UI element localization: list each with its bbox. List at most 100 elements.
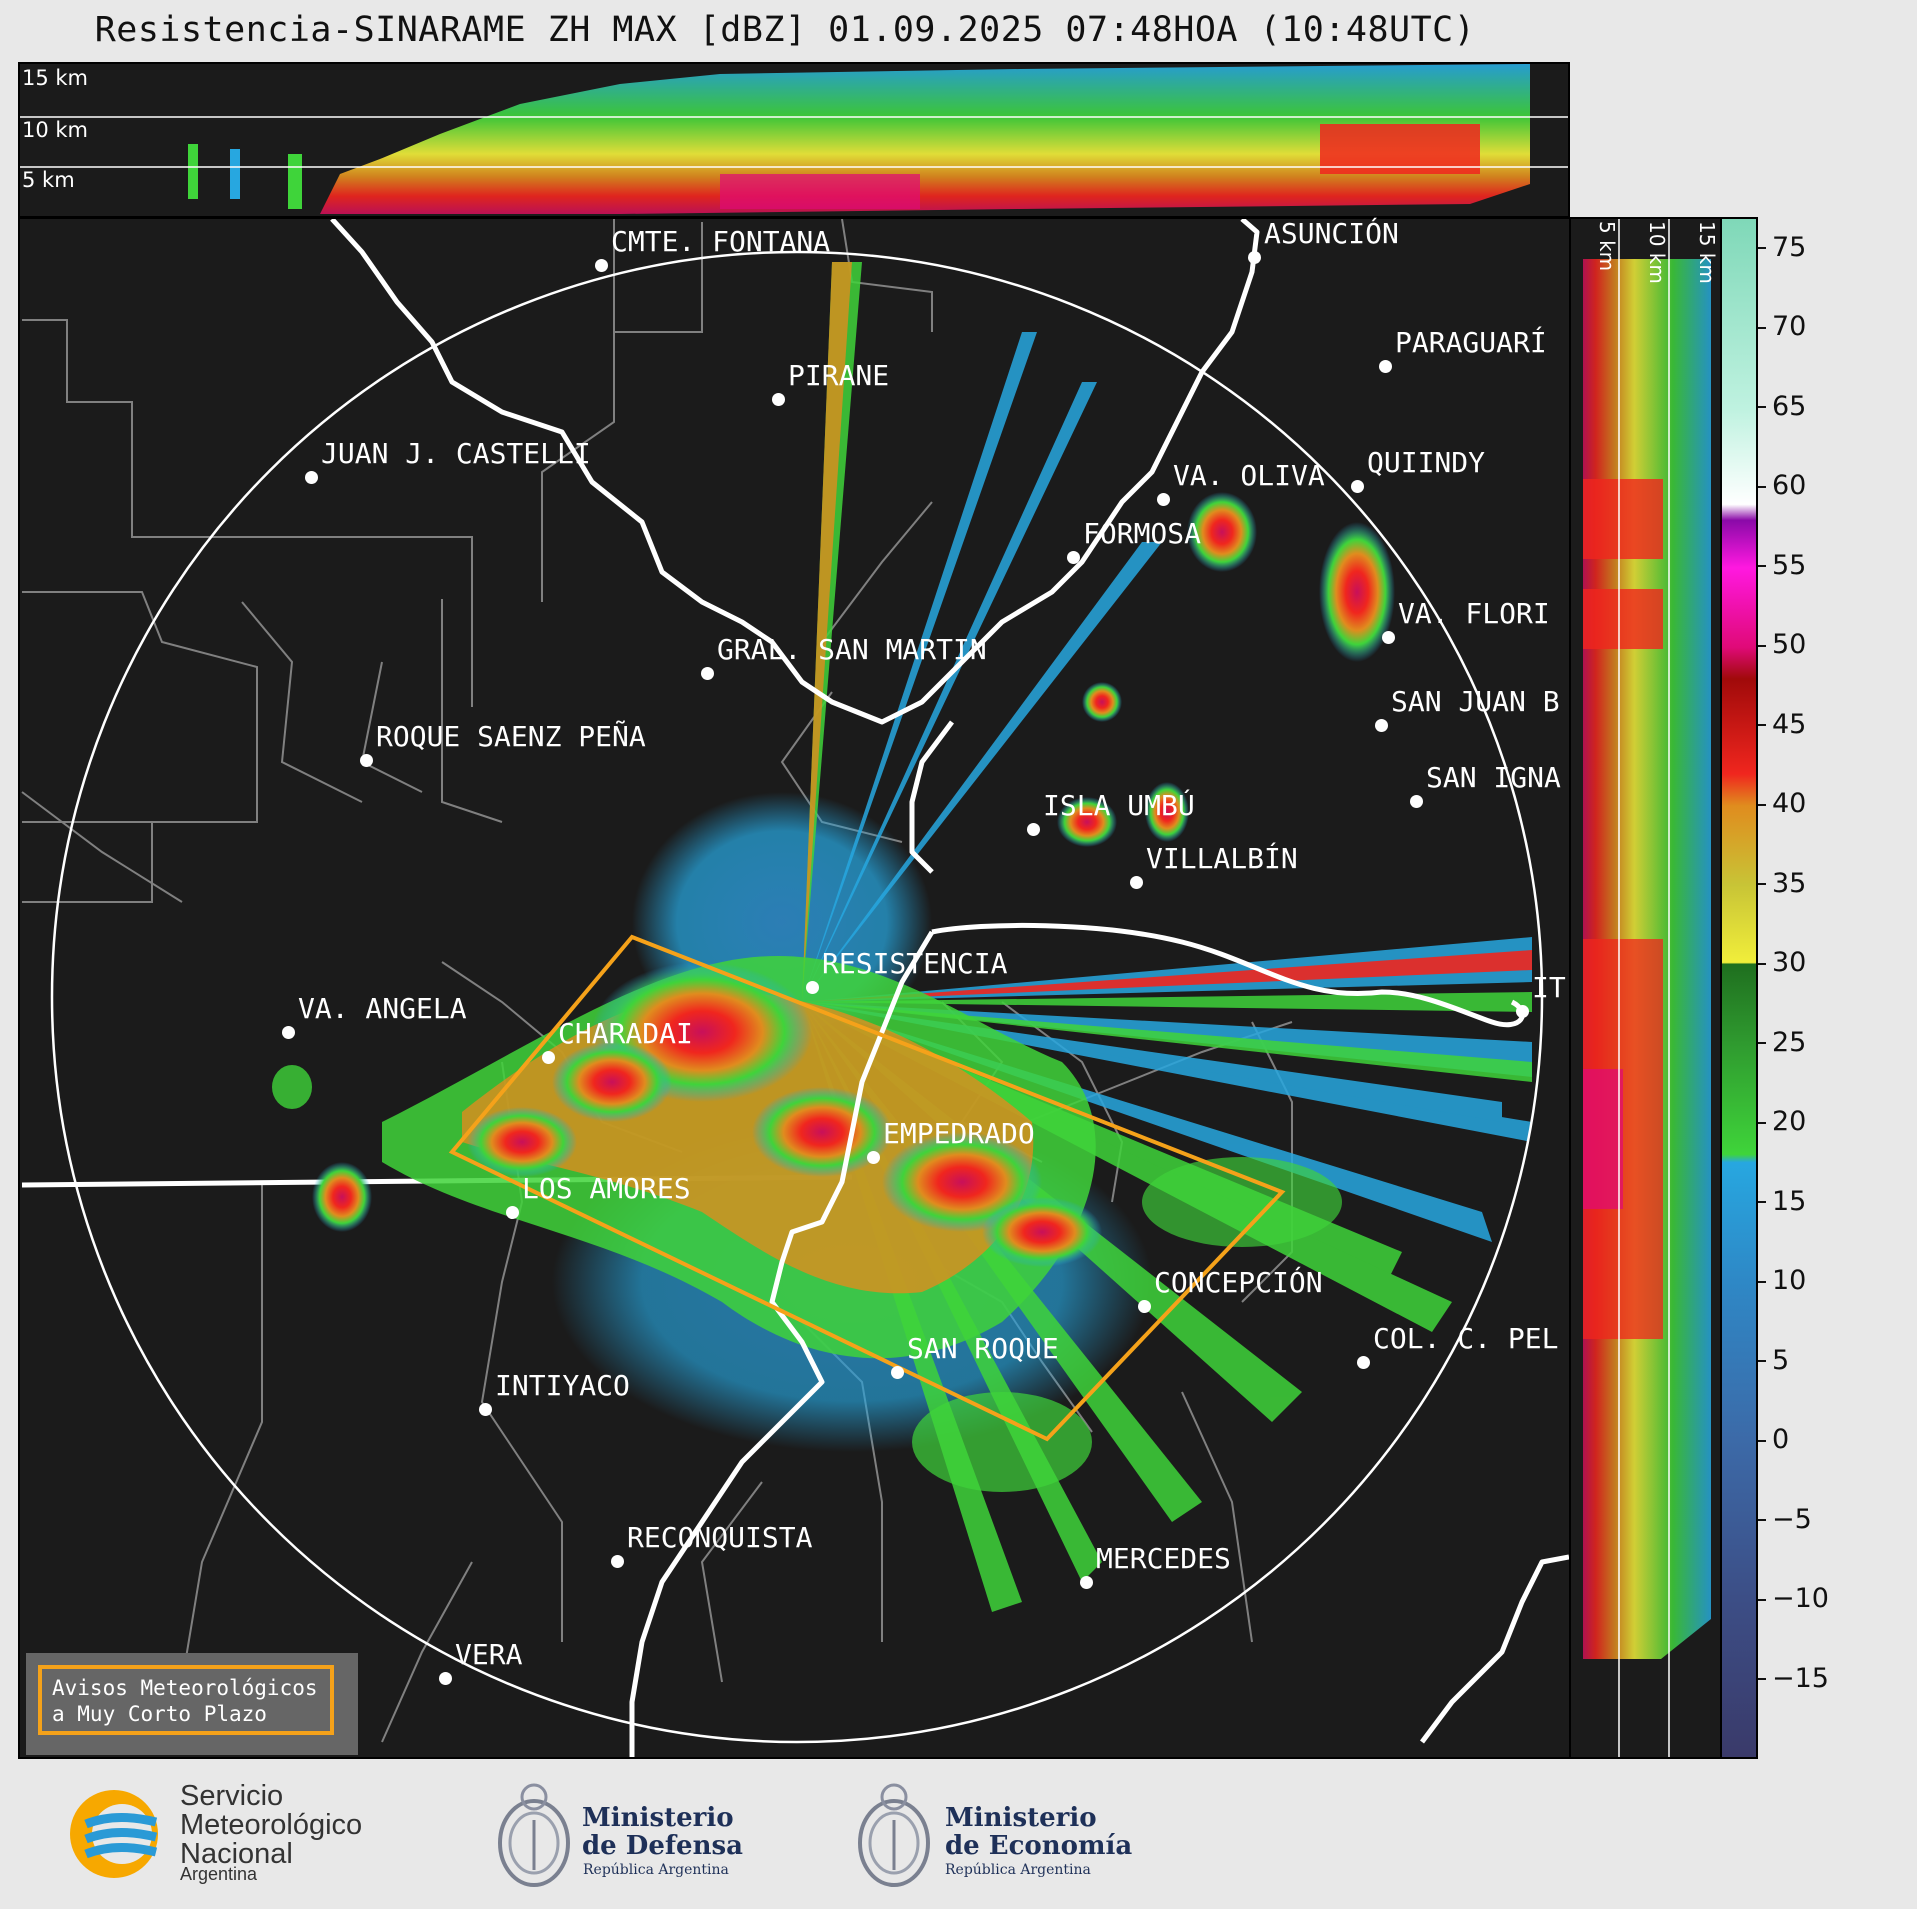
defensa-seal-icon bbox=[498, 1783, 570, 1887]
colorbar-tick-label: 20 bbox=[1758, 1106, 1806, 1137]
defensa-sub: República Argentina bbox=[583, 1862, 729, 1878]
city-label: EMPEDRADO bbox=[883, 1117, 1035, 1150]
city-label: SAN IGNA bbox=[1426, 761, 1561, 794]
city-marker bbox=[360, 754, 373, 767]
top-height-profile: 15 km 10 km 5 km bbox=[18, 62, 1570, 218]
side-height-profile: 5 km 10 km 15 km bbox=[1569, 217, 1722, 1759]
city-label: CONCEPCIÓN bbox=[1154, 1266, 1323, 1299]
city-label: SAN ROQUE bbox=[907, 1332, 1059, 1365]
side-height-label-15km: 15 km bbox=[1695, 221, 1719, 284]
side-height-label-10km: 10 km bbox=[1645, 221, 1669, 284]
city-marker bbox=[282, 1026, 295, 1039]
city-marker bbox=[1382, 631, 1395, 644]
colorbar-tick-label: 65 bbox=[1758, 391, 1806, 422]
city-label: ISLA UMBÚ bbox=[1043, 789, 1195, 822]
city-label: VILLALBÍN bbox=[1146, 842, 1298, 875]
city-label: PARAGUARÍ bbox=[1395, 326, 1547, 359]
colorbar-tick-label: 75 bbox=[1758, 232, 1806, 263]
city-label: LOS AMORES bbox=[522, 1172, 691, 1205]
city-marker bbox=[1351, 480, 1364, 493]
warning-legend-box: Avisos Meteorológicos a Muy Corto Plazo bbox=[38, 1665, 334, 1735]
colorbar-tick-label: 55 bbox=[1758, 550, 1806, 581]
city-label: ROQUE SAENZ PEÑA bbox=[376, 720, 646, 753]
colorbar-tick-label: 15 bbox=[1758, 1186, 1806, 1217]
economia-seal-icon bbox=[858, 1783, 930, 1887]
city-label: INTIYACO bbox=[495, 1369, 630, 1402]
height-label-5km: 5 km bbox=[22, 168, 75, 192]
city-marker bbox=[305, 471, 318, 484]
city-marker bbox=[1248, 251, 1261, 264]
smn-line3: Nacional bbox=[180, 1838, 293, 1870]
city-marker bbox=[1027, 823, 1040, 836]
colorbar-tick-label: 30 bbox=[1758, 947, 1806, 978]
city-marker bbox=[1410, 795, 1423, 808]
city-marker bbox=[1067, 551, 1080, 564]
city-label: IT bbox=[1532, 971, 1566, 1004]
radar-echoes bbox=[272, 262, 1532, 1612]
economia-text: Ministerio de Economía bbox=[945, 1804, 1132, 1860]
city-label: GRAL. SAN MARTIN bbox=[717, 633, 987, 666]
city-label: VA. ANGELA bbox=[298, 992, 467, 1025]
city-marker bbox=[1379, 360, 1392, 373]
side-profile-graphic bbox=[1583, 219, 1711, 1757]
colorbar bbox=[1720, 217, 1758, 1759]
colorbar-tick-label: −10 bbox=[1758, 1583, 1829, 1614]
top-profile-graphic bbox=[20, 64, 1568, 214]
city-label: QUIINDY bbox=[1367, 446, 1486, 479]
defensa-line2: de Defensa bbox=[582, 1831, 743, 1861]
city-marker bbox=[1157, 493, 1170, 506]
warning-legend-line1: Avisos Meteorológicos bbox=[52, 1676, 318, 1700]
city-label: RECONQUISTA bbox=[627, 1521, 813, 1554]
city-marker bbox=[1080, 1576, 1093, 1589]
colorbar-tick-label: −5 bbox=[1758, 1504, 1812, 1535]
range-ring bbox=[50, 250, 1544, 1744]
city-marker bbox=[1516, 1005, 1529, 1018]
city-marker bbox=[439, 1672, 452, 1685]
city-marker bbox=[1130, 876, 1143, 889]
city-marker bbox=[479, 1403, 492, 1416]
city-marker bbox=[542, 1051, 555, 1064]
radar-map-graphic bbox=[21, 219, 1569, 1757]
economia-sub: República Argentina bbox=[945, 1862, 1091, 1878]
colorbar-tick-label: −15 bbox=[1758, 1663, 1829, 1694]
city-label: MERCEDES bbox=[1096, 1542, 1231, 1575]
colorbar-tick-label: 10 bbox=[1758, 1265, 1806, 1296]
city-label: RESISTENCIA bbox=[822, 947, 1008, 980]
city-marker bbox=[506, 1206, 519, 1219]
colorbar-tick-label: 40 bbox=[1758, 788, 1806, 819]
height-label-15km: 15 km bbox=[22, 66, 89, 90]
height-label-10km: 10 km bbox=[22, 118, 89, 142]
colorbar-tick-label: 45 bbox=[1758, 709, 1806, 740]
city-label: PIRANE bbox=[788, 359, 890, 392]
smn-sub: Argentina bbox=[180, 1864, 258, 1884]
city-marker bbox=[1357, 1356, 1370, 1369]
colorbar-tick-label: 0 bbox=[1758, 1424, 1789, 1455]
city-label: VERA bbox=[455, 1638, 523, 1671]
city-label: VA. FLORI bbox=[1398, 597, 1550, 630]
city-marker bbox=[701, 667, 714, 680]
city-marker bbox=[611, 1555, 624, 1568]
city-label: JUAN J. CASTELLI bbox=[321, 437, 591, 470]
map-title: Resistencia-SINARAME ZH MAX [dBZ] 01.09.… bbox=[94, 10, 1476, 50]
defensa-line1: Ministerio bbox=[582, 1803, 734, 1833]
city-label: CHARADAI bbox=[558, 1017, 693, 1050]
smn-logo-text: Servicio Meteorológico Nacional bbox=[180, 1782, 362, 1869]
city-label: CMTE. FONTANA bbox=[611, 225, 831, 258]
colorbar-tick-label: 50 bbox=[1758, 629, 1806, 660]
smn-logo-icon bbox=[70, 1790, 158, 1878]
city-marker bbox=[867, 1151, 880, 1164]
city-label: ASUNCIÓN bbox=[1264, 217, 1399, 250]
warning-polygon[interactable] bbox=[448, 934, 1286, 1442]
city-label: COL. C. PEL bbox=[1373, 1322, 1559, 1355]
colorbar-tick-label: 5 bbox=[1758, 1345, 1789, 1376]
city-marker bbox=[891, 1366, 904, 1379]
side-height-label-5km: 5 km bbox=[1595, 221, 1619, 272]
defensa-text: Ministerio de Defensa bbox=[582, 1804, 743, 1860]
radar-map bbox=[18, 217, 1571, 1759]
colorbar-tick-label: 25 bbox=[1758, 1027, 1806, 1058]
city-marker bbox=[772, 393, 785, 406]
warning-legend[interactable]: Avisos Meteorológicos a Muy Corto Plazo bbox=[26, 1653, 358, 1755]
smn-line2: Meteorológico bbox=[180, 1809, 363, 1841]
city-label: SAN JUAN B bbox=[1391, 685, 1560, 718]
colorbar-tick-label: 35 bbox=[1758, 868, 1806, 899]
